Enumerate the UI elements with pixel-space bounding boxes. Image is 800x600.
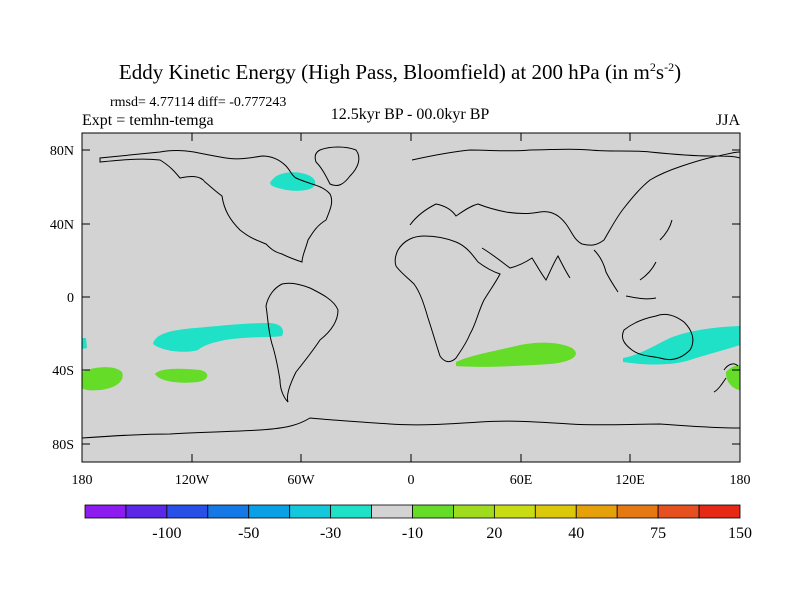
- lon-label: 60E: [510, 473, 533, 488]
- anomaly-north-atlantic-labrador: [270, 172, 316, 191]
- map-title: Eddy Kinetic Energy (High Pass, Bloomfie…: [118, 60, 682, 84]
- lat-label: 80S: [52, 438, 74, 453]
- anomaly-south-indian-ocean: [456, 342, 576, 367]
- colorbar-swatch: [125, 504, 168, 519]
- period-label: 12.5kyr BP - 00.0kyr BP: [330, 106, 490, 123]
- coast-australia: [621, 313, 694, 361]
- anomaly-new-zealand-east: [725, 365, 740, 390]
- colorbar-label: 40: [568, 525, 584, 542]
- colorbar-swatch: [493, 504, 536, 519]
- map-background: [82, 133, 740, 462]
- lon-label: 0: [408, 473, 415, 488]
- coast-africa: [394, 235, 501, 363]
- longitude-axis: 180 120W 60W 0 60E 120E 180: [72, 133, 751, 488]
- colorbar-swatch: [698, 504, 741, 519]
- lon-label: 60W: [287, 473, 315, 488]
- colorbar-swatch: [616, 504, 659, 519]
- colorbar-swatch: [84, 504, 127, 519]
- lat-label: 80N: [50, 144, 74, 159]
- anomaly-south-pacific-mid-low: [155, 368, 208, 383]
- colorbar-swatch: [412, 504, 454, 519]
- coastlines: [82, 146, 740, 439]
- colorbar-label: -10: [402, 525, 423, 542]
- colorbar-swatch: [207, 504, 250, 519]
- coast-new-zealand: [713, 363, 739, 393]
- colorbar-label: -100: [152, 525, 181, 542]
- anomaly-south-pacific-low: [82, 367, 123, 391]
- anomaly-layer: [82, 172, 740, 391]
- colorbar-label: -30: [320, 525, 341, 542]
- colorbar-swatch: [453, 504, 495, 519]
- colorbar-label: 75: [650, 525, 666, 542]
- lon-label: 120E: [615, 473, 645, 488]
- coast-antarctica: [82, 417, 740, 439]
- colorbar-swatch: [371, 504, 413, 519]
- anomaly-south-pacific-east: [153, 323, 284, 352]
- lat-label: 40N: [50, 218, 74, 233]
- coast-europe-asia: [409, 148, 740, 246]
- colorbar-swatch: [657, 504, 700, 519]
- colorbar-swatch: [166, 504, 209, 519]
- colorbar: [84, 504, 741, 519]
- colorbar-labels: -100 -50 -30 -10 20 40 75 150: [152, 525, 752, 542]
- colorbar-label: 150: [728, 525, 752, 542]
- lon-label: 180: [730, 473, 751, 488]
- latitude-axis: 80N 40N 0 40S 80S: [50, 144, 740, 453]
- season-label: JJA: [715, 112, 740, 129]
- colorbar-swatch: [575, 504, 618, 519]
- colorbar-swatch: [289, 504, 332, 519]
- colorbar-swatch: [534, 504, 577, 519]
- experiment-label: Expt = temhn-temga: [82, 112, 214, 129]
- colorbar-swatch: [248, 504, 291, 519]
- statistics-label: rmsd= 4.77114 diff= -0.777243: [110, 95, 287, 110]
- colorbar-label: 20: [486, 525, 502, 542]
- colorbar-label: -50: [238, 525, 259, 542]
- lon-label: 180: [72, 473, 93, 488]
- coast-greenland: [314, 146, 360, 187]
- colorbar-swatch: [330, 504, 372, 519]
- coast-north-america: [99, 150, 333, 263]
- coast-southeast-asia: [593, 219, 673, 300]
- lat-label: 40S: [52, 364, 74, 379]
- coast-south-america: [265, 282, 339, 403]
- lat-label: 0: [67, 291, 74, 306]
- coast-arabia-india: [481, 247, 571, 281]
- anomaly-south-pacific-west-edge: [82, 338, 87, 349]
- anomaly-australia-south: [623, 326, 740, 365]
- lon-label: 120W: [175, 473, 210, 488]
